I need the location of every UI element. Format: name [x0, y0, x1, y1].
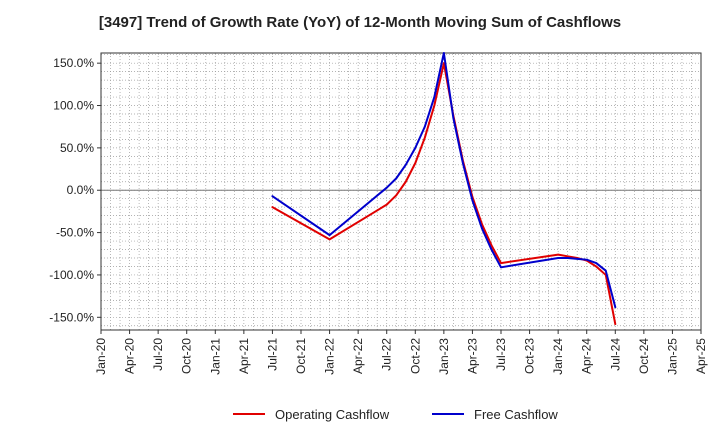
- data-point: [566, 255, 569, 258]
- data-point: [490, 244, 493, 247]
- data-point: [604, 269, 607, 272]
- data-point: [452, 117, 455, 120]
- data-point: [433, 104, 436, 107]
- data-point: [614, 323, 617, 325]
- chart-title: [3497] Trend of Growth Rate (YoY) of 12-…: [98, 14, 622, 31]
- x-tick-label: Jan-24: [551, 338, 565, 375]
- data-point: [614, 306, 617, 308]
- x-tick-label: Apr-22: [351, 338, 365, 374]
- x-tick-label: Apr-25: [694, 338, 708, 374]
- x-tick-label: Apr-24: [580, 338, 594, 374]
- x-tick-label: Jan-22: [323, 338, 337, 375]
- series: [271, 52, 617, 326]
- data-point: [414, 162, 417, 164]
- x-tick-label: Jul-21: [265, 338, 279, 371]
- x-tick-label: Oct-20: [180, 338, 194, 374]
- x-tick-label: Jan-25: [665, 338, 679, 375]
- x-tick-label: Oct-21: [294, 338, 308, 374]
- data-point: [443, 62, 445, 64]
- data-point: [557, 257, 559, 259]
- legend-label: Operating Cashflow: [275, 407, 390, 422]
- data-point: [271, 206, 274, 208]
- x-tick-label: Oct-24: [637, 338, 651, 374]
- x-tick-label: Apr-20: [123, 338, 137, 374]
- data-point: [576, 258, 578, 260]
- data-point: [385, 203, 388, 206]
- axes: 150.0% 100.0% 50.0% 0.0% -50.0% -100.0% -150.0…: [49, 52, 708, 375]
- data-point: [500, 262, 502, 264]
- data-point: [566, 257, 569, 259]
- data-point: [404, 180, 407, 183]
- data-point: [490, 248, 493, 251]
- x-tick-label: Jan-20: [94, 338, 108, 375]
- x-tick-label: Apr-21: [237, 338, 251, 374]
- data-point: [395, 177, 398, 180]
- data-point: [557, 253, 559, 256]
- data-point: [481, 227, 483, 230]
- data-point: [328, 238, 331, 241]
- data-point: [424, 125, 426, 128]
- data-point: [500, 266, 502, 269]
- y-tick-label: -150.0%: [49, 310, 94, 324]
- data-point: [271, 195, 274, 197]
- x-tick-label: Oct-23: [523, 338, 537, 374]
- data-point: [443, 52, 445, 54]
- x-tick-label: Oct-22: [408, 338, 422, 374]
- y-tick-label: 50.0%: [60, 141, 94, 155]
- x-tick-label: Jul-22: [380, 338, 394, 371]
- data-point: [595, 262, 598, 264]
- series-line-free-cashflow: [271, 52, 617, 309]
- x-tick-label: Jan-21: [208, 338, 222, 375]
- y-tick-label: -100.0%: [49, 268, 94, 282]
- data-point: [404, 164, 407, 166]
- data-point: [414, 147, 417, 149]
- data-point: [595, 265, 598, 268]
- y-tick-label: -50.0%: [56, 226, 94, 240]
- y-tick-label: 100.0%: [53, 99, 94, 113]
- y-tick-label: 150.0%: [53, 56, 94, 70]
- data-point: [395, 194, 398, 197]
- x-tick-label: Jul-20: [151, 338, 165, 371]
- y-tick-label: 0.0%: [67, 183, 95, 197]
- data-point: [585, 258, 588, 261]
- data-point: [471, 199, 474, 202]
- x-tick-label: Apr-23: [465, 338, 479, 374]
- data-point: [385, 186, 388, 189]
- x-tick-label: Jan-23: [437, 338, 451, 375]
- data-point: [462, 162, 464, 164]
- x-tick-label: Jul-23: [494, 338, 508, 371]
- data-point: [328, 234, 331, 236]
- plot-frame: [100, 52, 702, 331]
- data-point: [424, 136, 426, 139]
- data-point: [433, 96, 436, 98]
- legend: Operating Cashflow Free Cashflow: [233, 407, 558, 422]
- x-tick-label: Jul-24: [608, 338, 622, 371]
- legend-label: Free Cashflow: [474, 407, 558, 422]
